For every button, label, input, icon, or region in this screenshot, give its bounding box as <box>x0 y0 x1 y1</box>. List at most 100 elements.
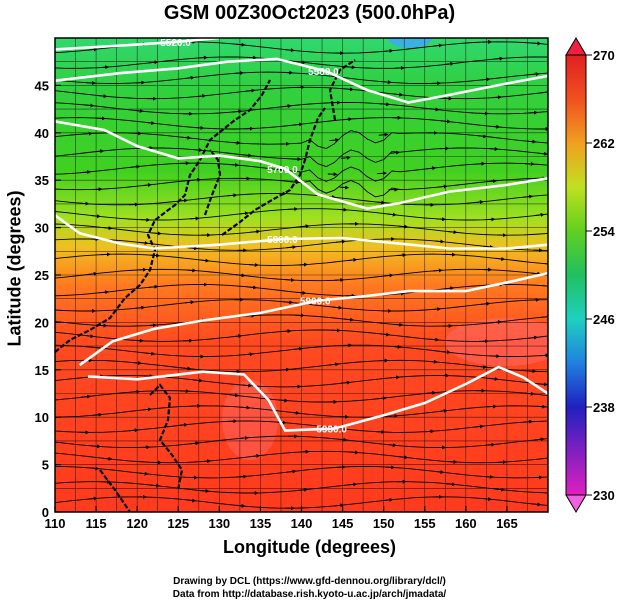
wind-arrow <box>395 291 405 296</box>
wind-arrow <box>293 122 304 127</box>
wind-arrow <box>347 257 358 262</box>
wind-arrow <box>229 162 240 167</box>
wind-arrow <box>427 359 438 364</box>
wind-arrow <box>239 435 249 440</box>
x-tick-label: 150 <box>373 516 395 531</box>
wind-arrow <box>151 231 162 236</box>
y-tick-label: 35 <box>35 173 49 188</box>
x-axis-ticks: 110 115 120 125 130 135 140 145 150 155 160 165 <box>45 506 518 531</box>
wind-arrow <box>524 391 535 396</box>
wind-arrow <box>441 119 451 124</box>
wind-arrow <box>201 459 212 464</box>
wind-arrow <box>81 170 92 175</box>
wind-arrow <box>89 466 100 471</box>
coast-philippines <box>149 383 184 491</box>
wind-arrow <box>434 470 445 475</box>
wind-arrow <box>289 410 300 415</box>
wind-arrow <box>82 131 93 136</box>
contour-label: 5520.0 <box>160 38 191 49</box>
wind-arrow <box>199 258 210 263</box>
wind-arrow <box>474 200 484 205</box>
wind-arrow <box>473 424 484 429</box>
streamline <box>55 147 548 168</box>
wind-arrow <box>196 94 207 99</box>
wind-arrow <box>424 429 435 434</box>
contour-line <box>55 57 548 104</box>
wind-arrow <box>234 71 244 76</box>
wind-arrow <box>99 290 110 295</box>
wind-arrow <box>383 497 394 502</box>
wind-arrow <box>184 300 195 305</box>
chart-title: GSM 00Z30Oct2023 (500.0hPa) <box>163 2 456 24</box>
streamline <box>55 435 548 448</box>
wind-arrow <box>378 132 389 137</box>
colorbar-tick-label: 246 <box>593 312 615 327</box>
wind-arrow <box>528 110 539 115</box>
y-tick-label: 30 <box>35 221 49 236</box>
wind-arrow <box>189 216 200 221</box>
wind-arrow <box>531 271 542 276</box>
y-tick-label: 45 <box>35 78 49 93</box>
coast-mainland <box>55 79 271 353</box>
x-tick-label: 165 <box>496 516 518 531</box>
wind-arrow <box>250 453 261 458</box>
wind-arrow <box>492 95 502 100</box>
contour-line <box>55 38 220 51</box>
wind-arrow <box>280 367 290 372</box>
wind-arrow <box>245 88 256 93</box>
wind-arrow <box>178 422 189 427</box>
wind-arrow <box>87 47 98 52</box>
wind-arrow <box>541 90 548 95</box>
y-tick-label: 15 <box>35 363 49 378</box>
wind-arrow <box>541 314 548 319</box>
x-axis-label: Longitude (degrees) <box>222 537 396 557</box>
wind-arrow <box>145 121 156 125</box>
colorbar-tick-label: 262 <box>593 136 615 151</box>
wind-arrow <box>432 268 443 273</box>
wind-arrow <box>296 60 307 65</box>
x-tick-label: 155 <box>414 516 436 531</box>
wind-arrow <box>523 419 534 424</box>
wind-arrow <box>431 307 442 312</box>
wind-arrow <box>342 117 353 122</box>
y-tick-label: 0 <box>42 505 49 520</box>
wind-arrow <box>485 442 496 447</box>
contour-line <box>55 120 548 210</box>
streamline <box>55 405 548 418</box>
wind-arrow <box>480 301 491 306</box>
wind-arrow <box>232 109 243 114</box>
wind-arrow <box>92 412 103 417</box>
wind-arrow <box>429 107 440 112</box>
wind-arrow <box>128 428 139 433</box>
wind-arrow <box>99 65 110 70</box>
wind-arrow <box>437 408 448 413</box>
wind-arrow <box>531 502 542 507</box>
wind-arrow <box>396 253 407 258</box>
contour-label: 5700.0 <box>267 165 298 176</box>
wind-arrow <box>181 366 192 371</box>
wind-arrow <box>130 164 141 169</box>
wind-arrow <box>340 155 351 160</box>
wind-arrow <box>142 407 152 412</box>
wind-arrow <box>432 43 443 48</box>
wind-arrow <box>444 286 455 291</box>
wind-arrow <box>235 503 246 508</box>
wind-arrow <box>488 376 499 381</box>
y-tick-label: 5 <box>42 458 49 473</box>
x-tick-label: 140 <box>291 516 313 531</box>
wind-arrow <box>296 290 307 295</box>
wind-arrow <box>142 183 152 187</box>
x-tick-label: 160 <box>455 516 477 531</box>
wind-arrow <box>84 103 95 108</box>
wind-arrow <box>335 239 346 244</box>
wind-arrow <box>526 139 537 144</box>
wind-arrow <box>436 217 447 222</box>
contour-line <box>78 271 548 367</box>
wind-arrow <box>528 335 539 340</box>
wind-arrow <box>531 41 542 46</box>
wind-arrow <box>337 437 348 442</box>
wind-arrow <box>523 194 534 199</box>
wind-arrow <box>332 305 343 310</box>
coast-japan <box>221 107 326 236</box>
contour-line <box>55 214 548 250</box>
